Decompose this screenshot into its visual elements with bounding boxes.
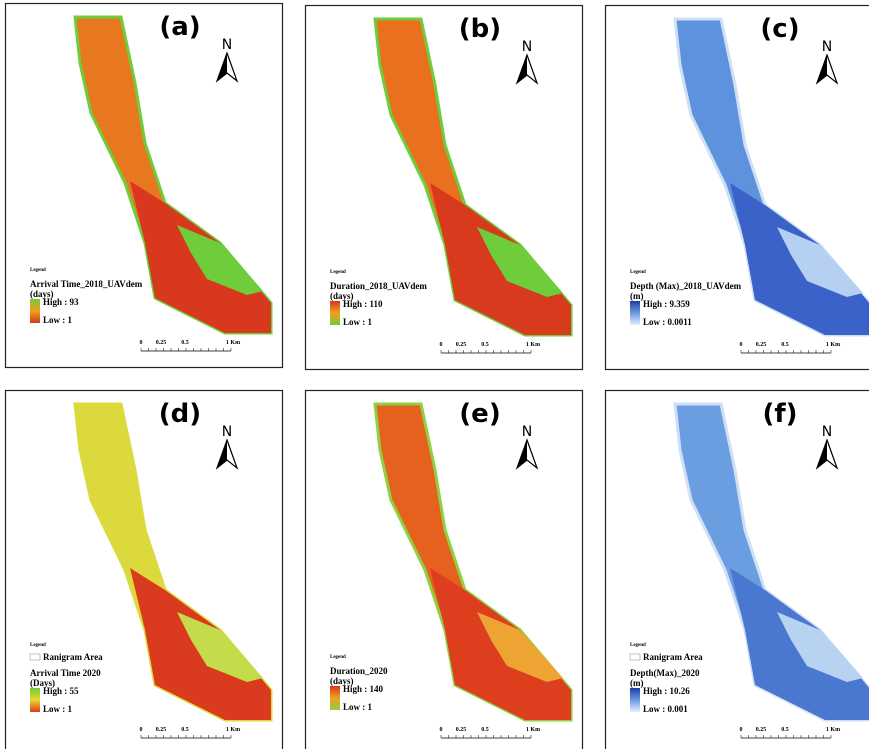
- map-panel: (b)NLegendDuration_2018_UAVdem(days)High…: [306, 6, 583, 370]
- map-panel: (c) N Legend Depth (Max)_2018_UAVdem(m)High…: [606, 6, 869, 370]
- panel-label: (e): [459, 399, 500, 429]
- legend-title: Arrival Time 2020: [30, 668, 101, 678]
- legend-heading: Legend: [30, 643, 46, 648]
- legend-ramp: [630, 688, 640, 712]
- scale-label: 0: [440, 727, 443, 733]
- legend-heading: Legend: [30, 268, 46, 273]
- map-panel: (f) N Legend Ranigram Area Depth(Max)_2020(m…: [606, 391, 869, 749]
- map-panel: (d) N Legend Ranigram Area Arrival Time 2020…: [6, 391, 283, 749]
- legend-high: High : 93: [43, 297, 79, 307]
- legend-title: Arrival Time_2018_UAVdem: [30, 279, 143, 289]
- scale-label: 0.25: [156, 340, 167, 346]
- legend-high: High : 55: [43, 686, 79, 696]
- legend-unit: (m): [630, 678, 644, 688]
- north-label: N: [222, 424, 232, 440]
- scale-label: 0.25: [456, 727, 467, 733]
- scale-label: 0: [140, 340, 143, 346]
- scale-label: 1 Km: [526, 727, 540, 733]
- legend-unit: (m): [630, 291, 644, 301]
- scale-label: 0.25: [756, 727, 767, 733]
- panel-label: (f): [762, 399, 797, 429]
- scale-label: 1 Km: [226, 340, 240, 346]
- legend-high: High : 110: [343, 299, 383, 309]
- scale-label: 0.5: [481, 727, 489, 733]
- legend-title: Depth(Max)_2020: [630, 668, 700, 678]
- north-label: N: [522, 39, 532, 55]
- scale-label: 0.25: [756, 342, 767, 348]
- north-label: N: [822, 424, 832, 440]
- panel-label: (d): [159, 399, 201, 429]
- figure: (a)NLegendArrival Time_2018_UAVdem(days)…: [0, 0, 869, 749]
- page: (a)NLegendArrival Time_2018_UAVdem(days)…: [0, 0, 869, 749]
- north-label: N: [222, 37, 232, 53]
- scale-label: 1 Km: [826, 342, 840, 348]
- scale-label: 0.5: [481, 342, 489, 348]
- scale-label: 1 Km: [526, 342, 540, 348]
- legend-title: Duration_2020: [330, 666, 388, 676]
- scale-label: 0.5: [181, 727, 189, 733]
- scale-label: 0.5: [181, 340, 189, 346]
- scale-label: 0: [740, 727, 743, 733]
- legend-heading: Legend: [630, 643, 646, 648]
- scale-label: 0.25: [156, 727, 167, 733]
- scale-label: 1 Km: [826, 727, 840, 733]
- panel-label: (b): [459, 14, 501, 44]
- legend-low: Low : 1: [43, 704, 72, 714]
- scale-label: 0: [140, 727, 143, 733]
- legend-ramp: [30, 299, 40, 323]
- legend-ramp: [30, 688, 40, 712]
- scale-label: 0: [440, 342, 443, 348]
- legend-area: Ranigram Area: [43, 652, 103, 662]
- scale-label: 0.5: [781, 342, 789, 348]
- panel-label: (c): [760, 14, 799, 44]
- legend-ramp: [630, 301, 640, 325]
- scale-label: 0.5: [781, 727, 789, 733]
- scale-label: 1 Km: [226, 727, 240, 733]
- legend-low: Low : 0.001: [643, 704, 688, 714]
- legend-title: Duration_2018_UAVdem: [330, 281, 427, 291]
- north-label: N: [522, 424, 532, 440]
- legend-high: High : 9.359: [643, 299, 690, 309]
- legend-heading: Legend: [330, 655, 346, 660]
- legend-heading: Legend: [630, 270, 646, 275]
- legend-heading: Legend: [330, 270, 346, 275]
- legend-low: Low : 1: [343, 317, 372, 327]
- panel-label: (a): [159, 12, 200, 42]
- north-label: N: [822, 39, 832, 55]
- scale-label: 0: [740, 342, 743, 348]
- legend-area: Ranigram Area: [643, 652, 703, 662]
- legend-ramp: [330, 301, 340, 325]
- legend-low: Low : 1: [343, 702, 372, 712]
- legend-high: High : 140: [343, 684, 384, 694]
- legend-low: Low : 1: [43, 315, 72, 325]
- legend-title: Depth (Max)_2018_UAVdem: [630, 281, 742, 291]
- legend-ramp: [330, 686, 340, 710]
- scale-label: 0.25: [456, 342, 467, 348]
- legend-high: High : 10.26: [643, 686, 690, 696]
- legend-low: Low : 0.0011: [643, 317, 692, 327]
